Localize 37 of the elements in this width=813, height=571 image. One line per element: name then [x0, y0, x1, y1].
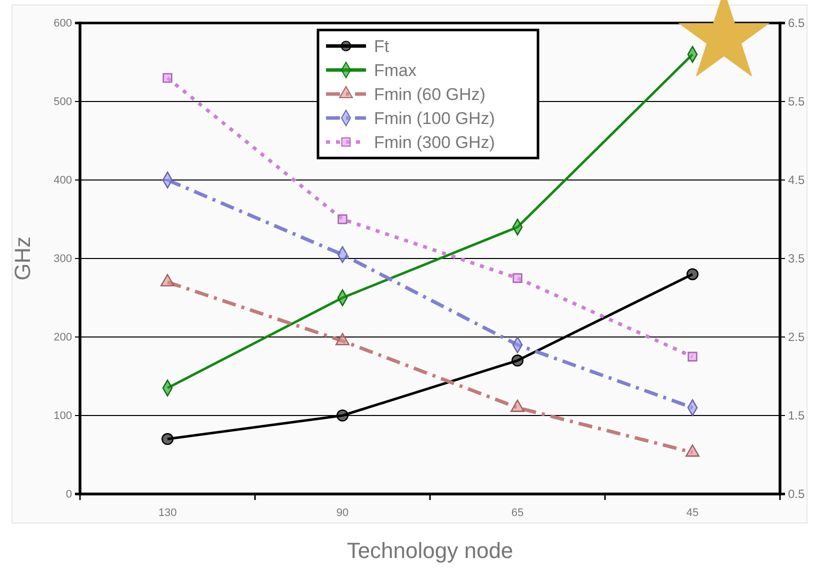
- y2-tick-label: 0.5: [788, 486, 806, 501]
- y-tick-label: 600: [54, 18, 72, 30]
- legend-label: Ft: [374, 37, 390, 56]
- y-tick-label: 0: [66, 488, 72, 501]
- point: [686, 268, 698, 280]
- legend-label: Fmin (60 GHz): [374, 85, 486, 104]
- y2-tick-label: 3.5: [788, 251, 806, 266]
- point: [336, 410, 348, 422]
- point: [510, 400, 525, 412]
- legend-label: Fmax: [374, 61, 417, 80]
- point: [338, 214, 348, 224]
- y-axis-title: GHz: [10, 236, 35, 280]
- x-tick-label: 130: [158, 506, 177, 519]
- legend-label: Fmin (300 GHz): [374, 133, 495, 152]
- y-tick-label: 200: [54, 332, 72, 344]
- y-tick-label: 300: [54, 253, 72, 266]
- x-axis-title: Technology node: [346, 538, 514, 563]
- y2-tick-label: 5.5: [788, 94, 806, 108]
- x-tick-label: 45: [686, 506, 699, 519]
- y2-tick-label: 2.5: [788, 330, 806, 344]
- y-tick-label: 400: [54, 174, 72, 187]
- point: [512, 354, 524, 367]
- point: [162, 73, 172, 83]
- y-tick-label: 500: [54, 96, 72, 108]
- y2-tick-label: 1.5: [788, 408, 806, 422]
- point: [512, 273, 522, 283]
- x-tick-label: 90: [336, 506, 349, 519]
- point: [688, 352, 698, 362]
- y2-tick-label: 6.5: [788, 16, 806, 30]
- point: [160, 274, 175, 286]
- point: [162, 433, 174, 446]
- x-tick-label: 65: [511, 506, 524, 519]
- point: [335, 332, 350, 346]
- point: [685, 444, 700, 457]
- y2-tick-label: 4.5: [788, 172, 806, 187]
- y-tick-label: 100: [54, 410, 72, 422]
- legend-label: Fmin (100 GHz): [374, 109, 495, 128]
